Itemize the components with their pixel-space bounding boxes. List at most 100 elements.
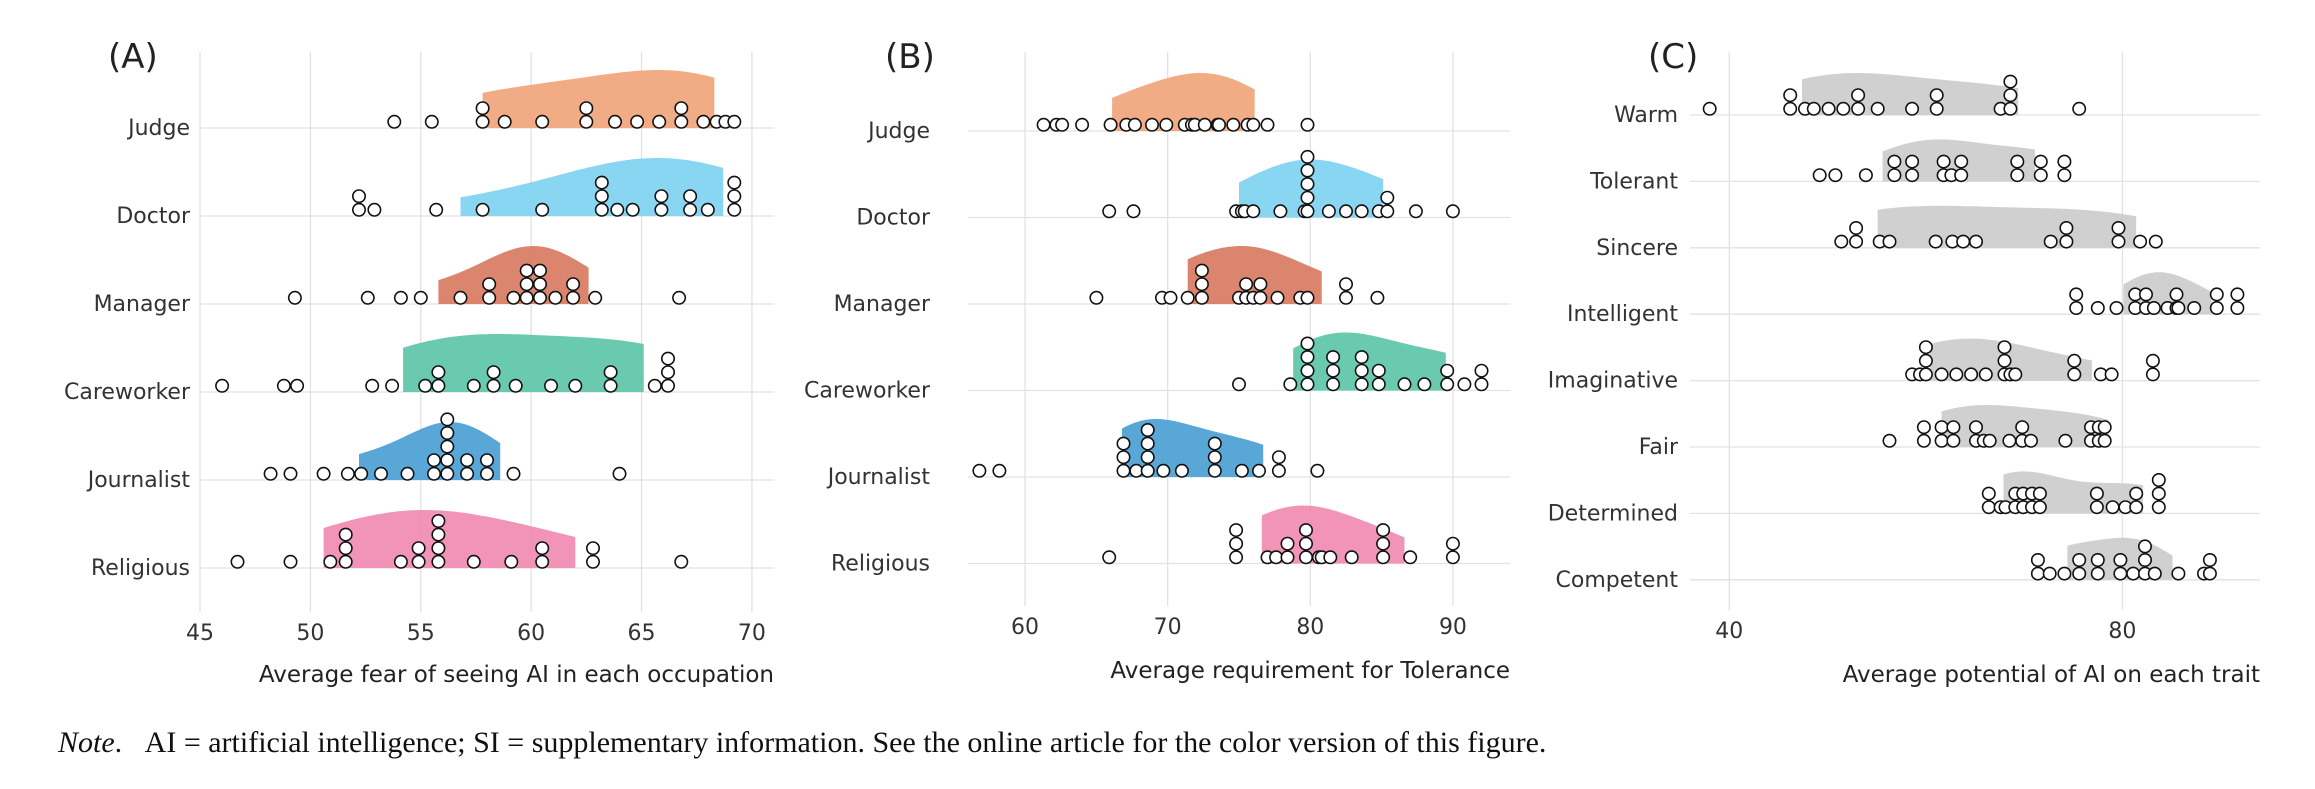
data-point: [1916, 433, 1931, 448]
data-point: [1300, 190, 1315, 205]
data-point: [1928, 234, 1943, 249]
category-label: Warm: [1614, 103, 1678, 128]
category-label: Imaginative: [1548, 369, 1678, 394]
data-point: [2105, 500, 2120, 515]
data-point: [1300, 149, 1315, 164]
note-text: AI = artificial intelligence; SI = suppl…: [144, 726, 1547, 759]
data-point: [1982, 433, 1997, 448]
tick-label: 65: [628, 621, 656, 646]
data-point: [2010, 168, 2025, 183]
data-point: [2145, 367, 2160, 382]
data-point: [566, 277, 581, 292]
data-point: [519, 263, 534, 278]
data-point: [475, 101, 490, 116]
data-point: [2059, 221, 2074, 236]
data-point: [2057, 566, 2072, 581]
data-point: [2169, 287, 2184, 302]
data-point: [413, 290, 428, 305]
data-point: [579, 114, 594, 129]
data-point: [475, 114, 490, 129]
figure-note: Note. AI = artificial intelligence; SI =…: [58, 726, 1547, 759]
category-label: Religious: [91, 556, 190, 581]
data-point: [323, 554, 338, 569]
data-point: [424, 114, 439, 129]
data-point: [585, 554, 600, 569]
data-point: [1905, 101, 1920, 116]
data-point: [1103, 117, 1118, 132]
data-point: [603, 365, 618, 380]
category-label: Manager: [834, 292, 931, 317]
data-point: [2058, 433, 2073, 448]
x-axis-label: Average requirement for Tolerance: [1110, 658, 1510, 684]
data-point: [1370, 290, 1385, 305]
data-point: [1299, 536, 1314, 551]
data-point: [2129, 500, 2144, 515]
data-point: [287, 290, 302, 305]
data-point: [1354, 377, 1369, 392]
chart-panel-1: Judge Doctor Manager Careworker Journalist Re…: [64, 37, 774, 688]
data-point: [519, 290, 534, 305]
data-point: [535, 541, 550, 556]
data-point: [429, 202, 444, 217]
data-point: [504, 554, 519, 569]
data-point: [431, 365, 446, 380]
data-point: [2146, 300, 2161, 315]
data-point: [535, 554, 550, 569]
data-point: [1851, 88, 1866, 103]
category-label: Journalist: [826, 465, 931, 490]
data-point: [972, 463, 987, 478]
data-point: [1905, 168, 1920, 183]
data-point: [426, 466, 441, 481]
data-point: [426, 453, 441, 468]
density-cloud-religious: [1261, 505, 1405, 564]
data-point: [672, 290, 687, 305]
data-point: [2138, 539, 2153, 554]
data-point: [508, 378, 523, 393]
category-label: Manager: [94, 292, 191, 317]
data-point: [1207, 436, 1222, 451]
data-point: [1397, 377, 1412, 392]
data-point: [1376, 523, 1391, 538]
data-point: [486, 365, 501, 380]
data-point: [625, 202, 640, 217]
data-point: [1354, 363, 1369, 378]
data-point: [1836, 101, 1851, 116]
data-point: [1299, 550, 1314, 565]
data-point: [660, 351, 675, 366]
data-point: [1300, 363, 1315, 378]
data-point: [1354, 350, 1369, 365]
data-point: [1116, 436, 1131, 451]
panel-label: (A): [108, 37, 158, 77]
data-point: [276, 378, 291, 393]
tick-label: 70: [738, 621, 766, 646]
data-point: [1116, 463, 1131, 478]
data-point: [1300, 177, 1315, 192]
data-point: [2042, 566, 2057, 581]
data-point: [1145, 117, 1160, 132]
data-point: [283, 466, 298, 481]
tick-label: 50: [296, 621, 324, 646]
data-point: [1339, 277, 1354, 292]
data-point: [1260, 117, 1275, 132]
category-label: Fair: [1639, 435, 1679, 460]
data-point: [393, 290, 408, 305]
data-point: [588, 290, 603, 305]
data-point: [1997, 340, 2012, 355]
data-point: [683, 202, 698, 217]
data-point: [1229, 523, 1244, 538]
data-point: [283, 554, 298, 569]
data-point: [1326, 350, 1341, 365]
data-point: [2090, 552, 2105, 567]
density-cloud-religious: [323, 510, 576, 568]
data-point: [1834, 234, 1849, 249]
data-point: [1269, 550, 1284, 565]
data-point: [1270, 290, 1285, 305]
data-point: [603, 378, 618, 393]
data-point: [373, 466, 388, 481]
data-point: [1339, 290, 1354, 305]
data-point: [992, 463, 1007, 478]
category-label: Doctor: [116, 204, 191, 229]
data-point: [1194, 290, 1209, 305]
data-point: [393, 554, 408, 569]
data-point: [1174, 463, 1189, 478]
